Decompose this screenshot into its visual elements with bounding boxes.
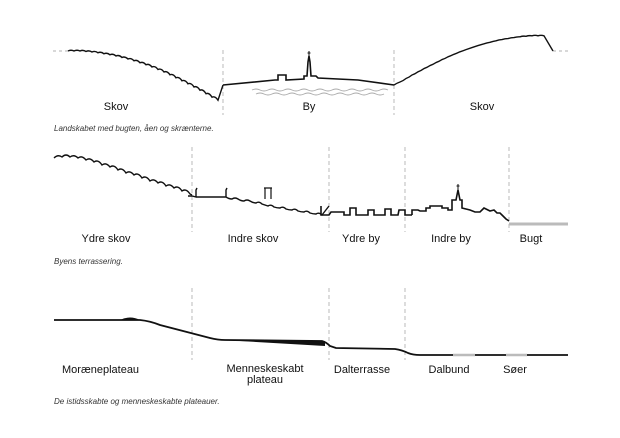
forest-left-profile: [67, 49, 224, 102]
city-profile: [222, 55, 395, 86]
label-manmade-plateau: Menneskeskabt plateau: [226, 363, 304, 386]
inner-city-rooftops: [411, 189, 510, 222]
label-forest-right: Skov: [469, 101, 495, 113]
label-outer-forest: Ydre skov: [81, 233, 131, 245]
lookout-tower: [264, 187, 272, 199]
label-city: By: [302, 101, 316, 113]
inner-forest-profile: [188, 187, 330, 217]
caption-panel-2: Byens terrassering.: [54, 257, 123, 266]
label-inner-city: Indre by: [431, 233, 471, 245]
label-moraine-plateau: Morænepl­ateau: [62, 364, 140, 376]
caption-panel-1: Landskabet med bugten, åen og skrænterne…: [54, 124, 214, 133]
terrain-profile: [54, 319, 568, 356]
label-inner-forest: Indre skov: [227, 233, 279, 245]
caption-panel-3: De istidsskabte og menneskeskabte platea…: [54, 397, 220, 406]
label-forest-left: Skov: [103, 101, 129, 113]
panel-3-plateaus: [54, 288, 568, 360]
panel-1-landscape: [53, 34, 568, 115]
outer-city-rooftops: [320, 206, 412, 216]
water-waves: [251, 88, 389, 92]
label-lakes: Søer: [503, 364, 527, 376]
forest-right-profile: [393, 34, 554, 86]
panel-2-terraces: [53, 147, 568, 232]
outer-forest-canopy: [53, 154, 193, 196]
label-valley-floor: Dalbund: [428, 364, 470, 376]
label-valley-terrace: Dalterrasse: [333, 364, 391, 376]
label-outer-city: Ydre by: [342, 233, 380, 245]
label-bay: Bugt: [519, 233, 543, 245]
